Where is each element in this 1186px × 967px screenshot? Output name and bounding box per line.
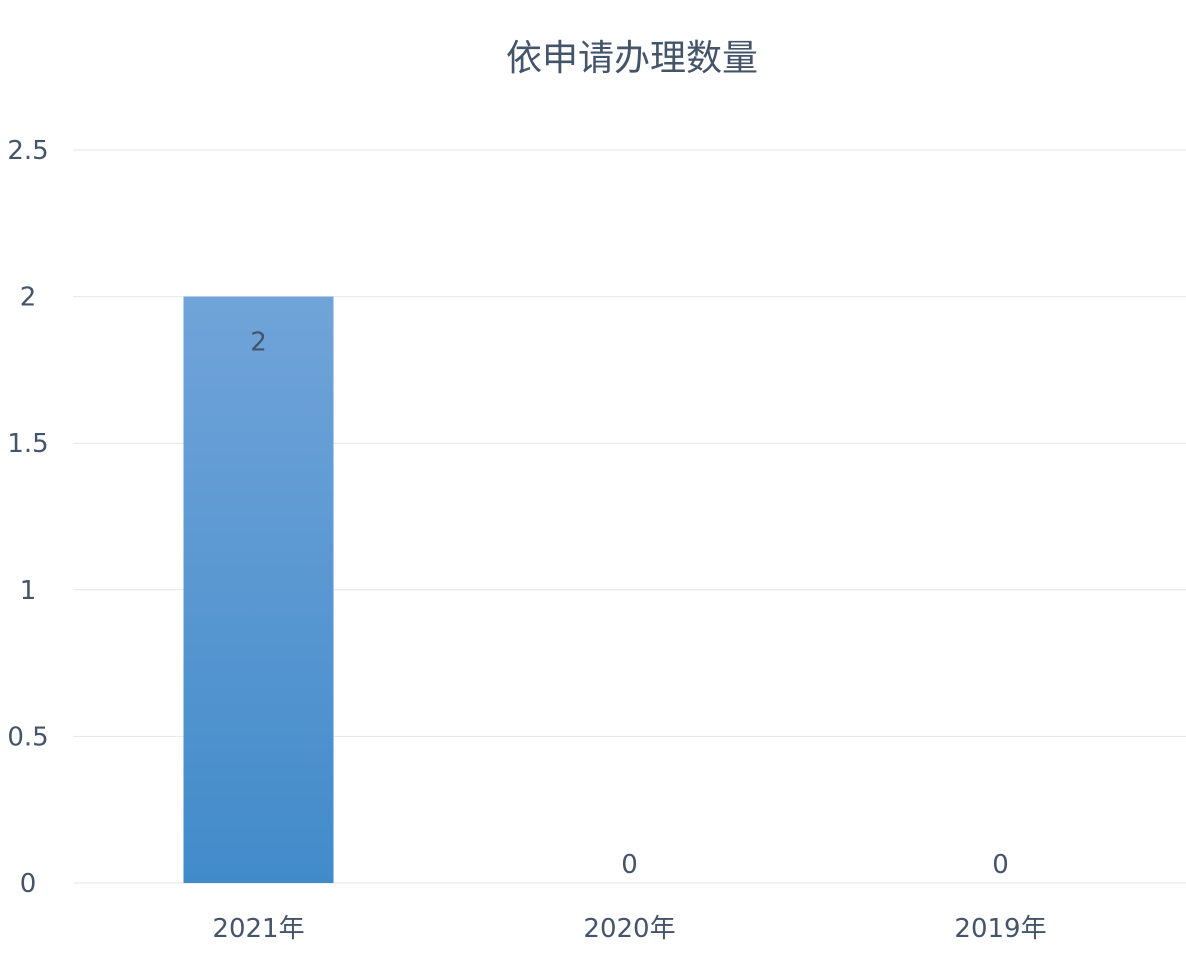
x-tick-label: 2019年: [954, 914, 1046, 944]
y-tick-label: 1.5: [7, 429, 48, 459]
x-tick-label: 2021年: [212, 914, 304, 944]
y-tick-label: 1: [20, 576, 37, 606]
y-tick-label: 2: [20, 283, 37, 313]
bar-0: [183, 296, 334, 884]
x-tick-label: 2020年: [583, 914, 675, 944]
y-tick-label: 2.5: [7, 136, 48, 166]
data-label: 2: [250, 328, 267, 358]
data-label: 0: [992, 850, 1009, 880]
data-label: 0: [621, 850, 638, 880]
y-tick-label: 0.5: [7, 722, 48, 752]
chart-title: 依申请办理数量: [506, 38, 758, 79]
y-tick-label: 0: [20, 869, 37, 899]
